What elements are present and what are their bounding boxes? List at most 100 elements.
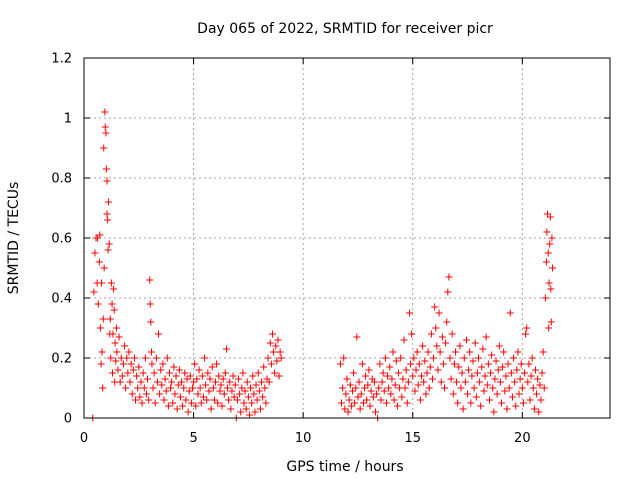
- data-point: [376, 360, 384, 368]
- data-point: [107, 279, 115, 287]
- data-point: [111, 339, 119, 347]
- data-point: [218, 402, 226, 410]
- data-point: [501, 387, 509, 395]
- data-point: [152, 354, 160, 362]
- data-point: [249, 372, 257, 380]
- data-point: [109, 330, 117, 338]
- data-point: [431, 303, 439, 311]
- data-point: [450, 360, 458, 368]
- data-point: [410, 354, 418, 362]
- data-point: [256, 405, 264, 413]
- data-point: [248, 399, 256, 407]
- data-point: [391, 381, 399, 389]
- data-point: [507, 369, 515, 377]
- data-point: [222, 345, 230, 353]
- data-point: [275, 372, 283, 380]
- data-point: [261, 384, 269, 392]
- data-point: [201, 354, 209, 362]
- data-point: [199, 393, 207, 401]
- y-axis-label: SRMTID / TECUs: [6, 182, 22, 295]
- data-point: [538, 369, 546, 377]
- data-point: [465, 366, 473, 374]
- data-point: [447, 375, 455, 383]
- data-point: [119, 360, 127, 368]
- data-point: [423, 369, 431, 377]
- data-point: [370, 378, 378, 386]
- data-point: [546, 240, 554, 248]
- data-point: [188, 384, 196, 392]
- data-point: [203, 396, 211, 404]
- data-point: [433, 342, 441, 350]
- data-point: [500, 348, 508, 356]
- data-point: [484, 360, 492, 368]
- data-point: [101, 108, 109, 116]
- data-point: [221, 369, 229, 377]
- data-point: [112, 324, 120, 332]
- data-point: [395, 369, 403, 377]
- data-point: [411, 387, 419, 395]
- data-point: [525, 360, 533, 368]
- data-point: [151, 399, 159, 407]
- data-point: [352, 384, 360, 392]
- data-point: [144, 375, 152, 383]
- data-point: [90, 288, 98, 296]
- data-point: [547, 318, 555, 326]
- data-point: [135, 363, 143, 371]
- data-point: [121, 342, 129, 350]
- x-tick-label: 20: [514, 431, 531, 446]
- data-point: [381, 354, 389, 362]
- data-point: [91, 249, 99, 257]
- data-point: [445, 273, 453, 281]
- data-point: [215, 372, 223, 380]
- data-point: [171, 390, 179, 398]
- data-point: [148, 360, 156, 368]
- data-point: [123, 354, 131, 362]
- data-point: [156, 390, 164, 398]
- data-point: [229, 372, 237, 380]
- data-point: [435, 309, 443, 317]
- data-point: [343, 375, 351, 383]
- data-point: [114, 366, 122, 374]
- data-point: [422, 390, 430, 398]
- data-point: [546, 213, 554, 221]
- y-tick-label: 0.4: [51, 292, 72, 307]
- data-point: [116, 378, 124, 386]
- data-point: [373, 390, 381, 398]
- data-point: [545, 279, 553, 287]
- data-point: [228, 387, 236, 395]
- data-point: [401, 384, 409, 392]
- data-point: [168, 378, 176, 386]
- data-point: [99, 315, 107, 323]
- data-point: [523, 324, 531, 332]
- data-point: [96, 231, 104, 239]
- data-point: [265, 378, 273, 386]
- data-point: [544, 210, 552, 218]
- data-point: [390, 396, 398, 404]
- data-point: [112, 357, 120, 365]
- data-point: [217, 381, 225, 389]
- data-point: [160, 396, 168, 404]
- data-point: [161, 375, 169, 383]
- data-point: [124, 369, 132, 377]
- data-point: [174, 381, 182, 389]
- data-point: [419, 342, 427, 350]
- x-tick-label: 10: [295, 431, 312, 446]
- data-point: [270, 348, 278, 356]
- data-point: [191, 360, 199, 368]
- data-point: [421, 357, 429, 365]
- data-point: [103, 210, 111, 218]
- data-point: [496, 378, 504, 386]
- data-point: [95, 258, 103, 266]
- data-point: [545, 324, 553, 332]
- data-point: [495, 342, 503, 350]
- data-point: [371, 408, 379, 416]
- data-point: [398, 393, 406, 401]
- data-point: [202, 381, 210, 389]
- data-point: [110, 285, 118, 293]
- data-point: [102, 165, 110, 173]
- data-point: [347, 402, 355, 410]
- x-tick-label: 15: [404, 431, 421, 446]
- data-point: [110, 306, 118, 314]
- data-point: [235, 375, 243, 383]
- data-point: [195, 366, 203, 374]
